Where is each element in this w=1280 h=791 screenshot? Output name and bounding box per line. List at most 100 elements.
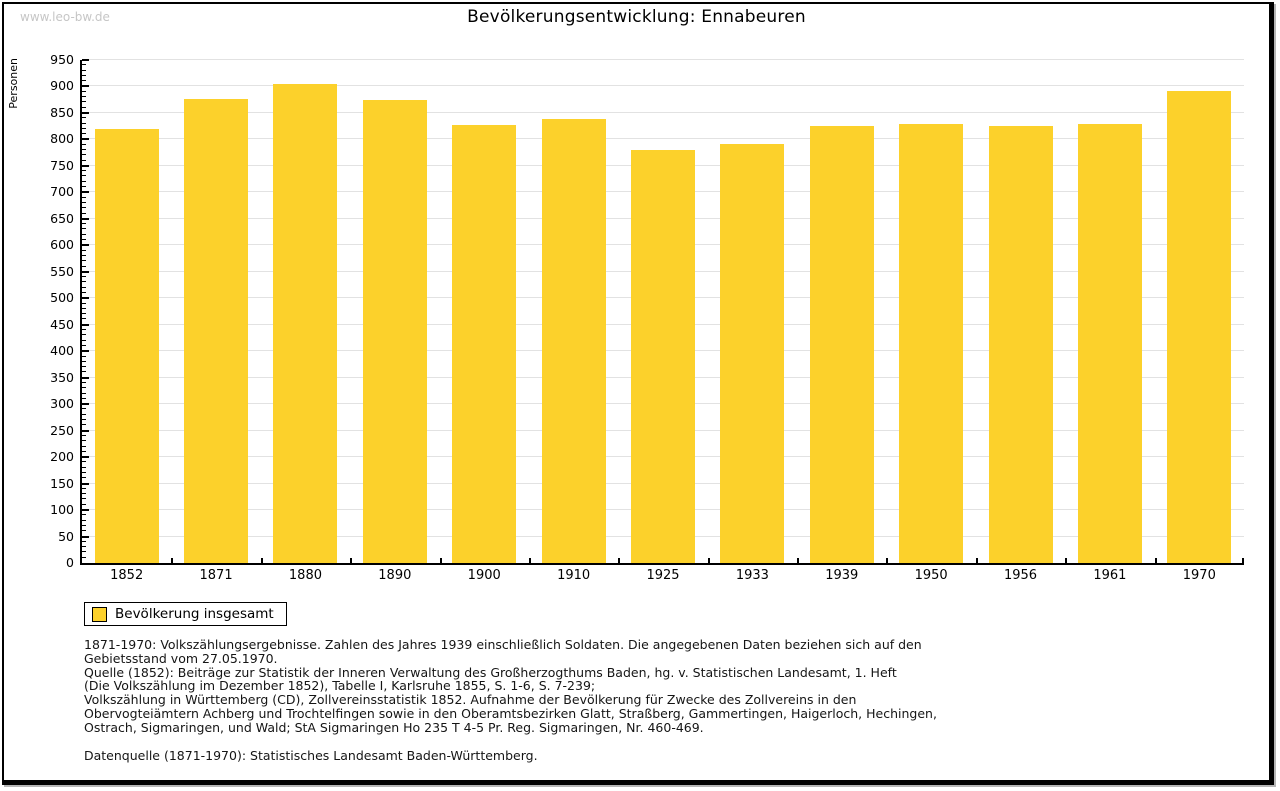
y-axis-tick	[82, 313, 86, 315]
y-axis-tick	[82, 254, 86, 256]
y-axis-tick	[82, 493, 86, 495]
y-axis-tick	[82, 117, 86, 119]
x-axis-tick	[440, 558, 442, 563]
y-axis-tick	[82, 260, 86, 262]
y-axis-tick	[82, 281, 86, 283]
x-tick-label-1871: 1871	[199, 568, 233, 583]
y-tick-label: 200	[50, 449, 74, 465]
y-axis-tick	[82, 143, 86, 145]
y-axis-tick	[82, 175, 86, 177]
y-axis-tick	[82, 339, 86, 341]
footnote-line: Obervogteiämtern Achberg und Trochtelfin…	[84, 705, 937, 721]
y-axis-tick	[82, 196, 86, 198]
y-axis-tick	[82, 381, 86, 383]
y-axis-tick	[82, 133, 86, 135]
x-axis-tick	[708, 558, 710, 563]
y-tick-label: 150	[50, 475, 74, 491]
y-axis-tick	[82, 201, 86, 203]
x-tick-label-1939: 1939	[825, 568, 859, 583]
y-tick-label: 800	[50, 131, 74, 147]
y-axis-tick	[82, 233, 86, 235]
plot-area: 0 50 100 150 200 250 300 350 400 450 500 550 600 650 7…	[50, 53, 1244, 583]
y-axis-tick	[82, 540, 86, 542]
y-axis-tick	[82, 434, 86, 436]
footnote-paragraph: 1871-1970: Volkszählungsergebnisse. Zahl…	[84, 638, 1184, 735]
y-tick-label: 950	[50, 52, 74, 67]
y-tick-label: 250	[50, 422, 74, 438]
y-axis-tick	[82, 249, 86, 251]
y-tick-label: 350	[50, 369, 74, 385]
y-axis-tick	[82, 556, 86, 558]
y-tick-label: 50	[58, 528, 74, 544]
y-tick-label: 550	[50, 263, 74, 279]
y-axis-tick	[82, 318, 86, 320]
bar-1956	[988, 126, 1053, 563]
y-axis-tick	[82, 90, 86, 92]
x-tick-label-1961: 1961	[1093, 568, 1127, 583]
y-axis-tick	[82, 85, 89, 88]
y-axis-tick	[82, 419, 86, 421]
y-axis-tick	[82, 424, 86, 426]
footnotes: 1871-1970: Volkszählungsergebnisse. Zahl…	[84, 638, 1184, 776]
y-axis-tick	[82, 80, 86, 82]
y-axis-tick	[82, 307, 86, 309]
y-axis-tick	[82, 74, 86, 76]
y-axis-tick	[82, 191, 89, 194]
y-axis-tick	[82, 276, 86, 278]
x-tick-label-1970: 1970	[1182, 568, 1216, 583]
y-axis-tick	[82, 461, 86, 463]
y-axis-tick	[82, 524, 86, 526]
y-axis-tick	[82, 355, 86, 357]
watermark: www.leo-bw.de	[20, 10, 110, 24]
x-tick-label-1852: 1852	[110, 568, 144, 583]
bar-1871	[184, 99, 249, 563]
x-axis-tick	[350, 558, 352, 563]
x-tick-label-1950: 1950	[914, 568, 948, 583]
legend: Bevölkerung insgesamt	[84, 602, 287, 626]
x-tick-label-1900: 1900	[467, 568, 501, 583]
bar-1933	[720, 144, 785, 563]
gridline	[82, 111, 1244, 113]
y-axis-tick	[82, 270, 89, 273]
y-axis-tick	[82, 212, 86, 214]
x-tick-label-1890: 1890	[378, 568, 412, 583]
y-axis-tick	[82, 509, 89, 512]
y-axis-tick	[82, 64, 86, 66]
x-axis-tick	[261, 558, 263, 563]
y-axis-tick	[82, 466, 86, 468]
y-axis-tick	[82, 546, 86, 548]
gridline	[82, 138, 1244, 140]
y-axis-tick	[82, 159, 86, 161]
x-axis-tick	[797, 558, 799, 563]
y-axis-tick	[82, 291, 86, 293]
y-axis-tick	[82, 450, 86, 452]
footnote-line: Datenquelle (1871-1970): Statistisches L…	[84, 747, 538, 763]
y-axis-tick	[82, 350, 89, 353]
y-tick-label: 0	[66, 555, 74, 570]
y-axis-tick	[82, 329, 86, 331]
y-axis-tick	[82, 376, 89, 379]
y-axis-tick	[82, 487, 86, 489]
y-axis-tick	[82, 127, 86, 129]
x-tick-label-1910: 1910	[557, 568, 591, 583]
y-axis-tick	[82, 344, 86, 346]
y-axis-tick	[82, 477, 86, 479]
y-axis-tick	[82, 503, 86, 505]
y-axis-tick	[82, 519, 86, 521]
y-tick-label: 600	[50, 237, 74, 253]
y-axis-tick	[82, 286, 86, 288]
y-axis-tick	[82, 186, 86, 188]
y-axis-tick	[82, 323, 89, 326]
y-axis-tick	[82, 397, 86, 399]
y-axis-tick	[82, 170, 86, 172]
y-axis-tick	[82, 180, 86, 182]
chart-title: Bevölkerungsentwicklung: Ennabeuren	[467, 7, 806, 27]
x-axis-tick	[1155, 558, 1157, 563]
legend-label: Bevölkerung insgesamt	[115, 606, 274, 622]
y-tick-label: 300	[50, 396, 74, 412]
y-axis-tick	[82, 551, 86, 553]
y-axis-tick	[82, 297, 89, 300]
footnote-line: (Die Volkszählung im Dezember 1852), Tab…	[84, 678, 596, 694]
y-axis-tick	[82, 239, 86, 241]
